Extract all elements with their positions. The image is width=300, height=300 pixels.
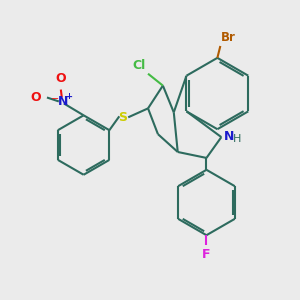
- Text: F: F: [202, 248, 211, 261]
- Text: O: O: [30, 91, 41, 104]
- Text: N: N: [58, 95, 68, 108]
- Text: N: N: [224, 130, 235, 142]
- Text: Cl: Cl: [133, 59, 146, 72]
- Text: H: H: [233, 134, 242, 144]
- Text: +: +: [65, 92, 72, 101]
- Text: Br: Br: [221, 31, 236, 44]
- Text: O: O: [56, 72, 66, 85]
- Text: S: S: [118, 111, 127, 124]
- Text: −: −: [51, 94, 59, 104]
